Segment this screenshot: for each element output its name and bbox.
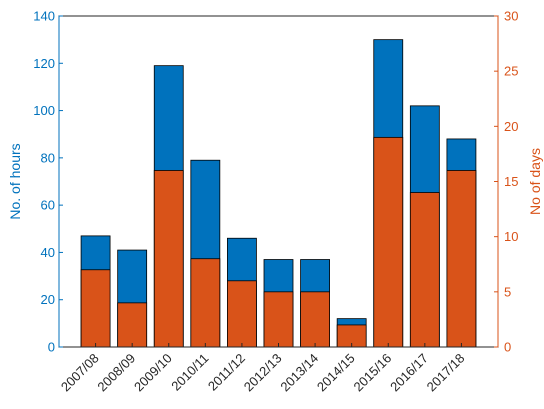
left-y-tick-label: 20	[41, 292, 55, 307]
days-bar	[80, 269, 111, 348]
right-y-tick-label: 30	[504, 9, 518, 24]
x-tick-label: 2012/13	[241, 351, 285, 395]
left-y-tick-label: 60	[41, 198, 55, 213]
right-axis-label: No of days	[527, 148, 543, 215]
days-bar	[117, 302, 148, 348]
days-bar	[153, 170, 184, 348]
x-tick-label: 2014/15	[314, 351, 358, 395]
left-y-tick-label: 140	[33, 9, 55, 24]
x-tick-label: 2017/18	[424, 351, 468, 395]
left-y-axis: 0 20 40 60 80 100 120 140	[33, 9, 63, 355]
x-tick-label: 2009/10	[131, 351, 175, 395]
days-bar	[300, 291, 330, 348]
days-bar	[190, 258, 221, 348]
left-y-tick-label: 40	[41, 245, 55, 260]
right-y-tick-label: 25	[504, 64, 518, 79]
right-y-tick-label: 10	[504, 229, 518, 244]
right-y-axis: 0 5 10 15 20 25 30	[494, 9, 518, 355]
days-bar	[409, 192, 440, 348]
days-bars	[80, 136, 477, 348]
x-tick-label: 2011/12	[205, 351, 248, 394]
x-tick-label: 2007/08	[58, 351, 102, 395]
x-axis: 2007/082008/092009/102010/112011/122012/…	[58, 343, 468, 394]
days-bar	[263, 291, 294, 348]
days-bar	[227, 280, 257, 348]
x-tick-label: 2010/11	[168, 351, 211, 394]
right-y-tick-label: 20	[504, 119, 518, 134]
right-y-tick-label: 5	[504, 284, 511, 299]
x-tick-label: 2008/09	[94, 351, 138, 395]
right-y-tick-label: 0	[504, 340, 511, 355]
left-y-tick-label: 80	[41, 150, 55, 165]
x-tick-label: 2013/14	[277, 351, 321, 395]
x-tick-label: 2016/17	[387, 351, 431, 395]
left-axis-label: No. of hours	[7, 143, 23, 219]
days-bar	[446, 170, 477, 348]
days-bar	[373, 136, 404, 348]
right-y-tick-label: 15	[504, 174, 518, 189]
left-y-tick-label: 120	[33, 56, 55, 71]
x-tick-label: 2015/16	[351, 351, 395, 395]
left-y-tick-label: 100	[33, 103, 55, 118]
left-y-tick-label: 0	[48, 340, 55, 355]
